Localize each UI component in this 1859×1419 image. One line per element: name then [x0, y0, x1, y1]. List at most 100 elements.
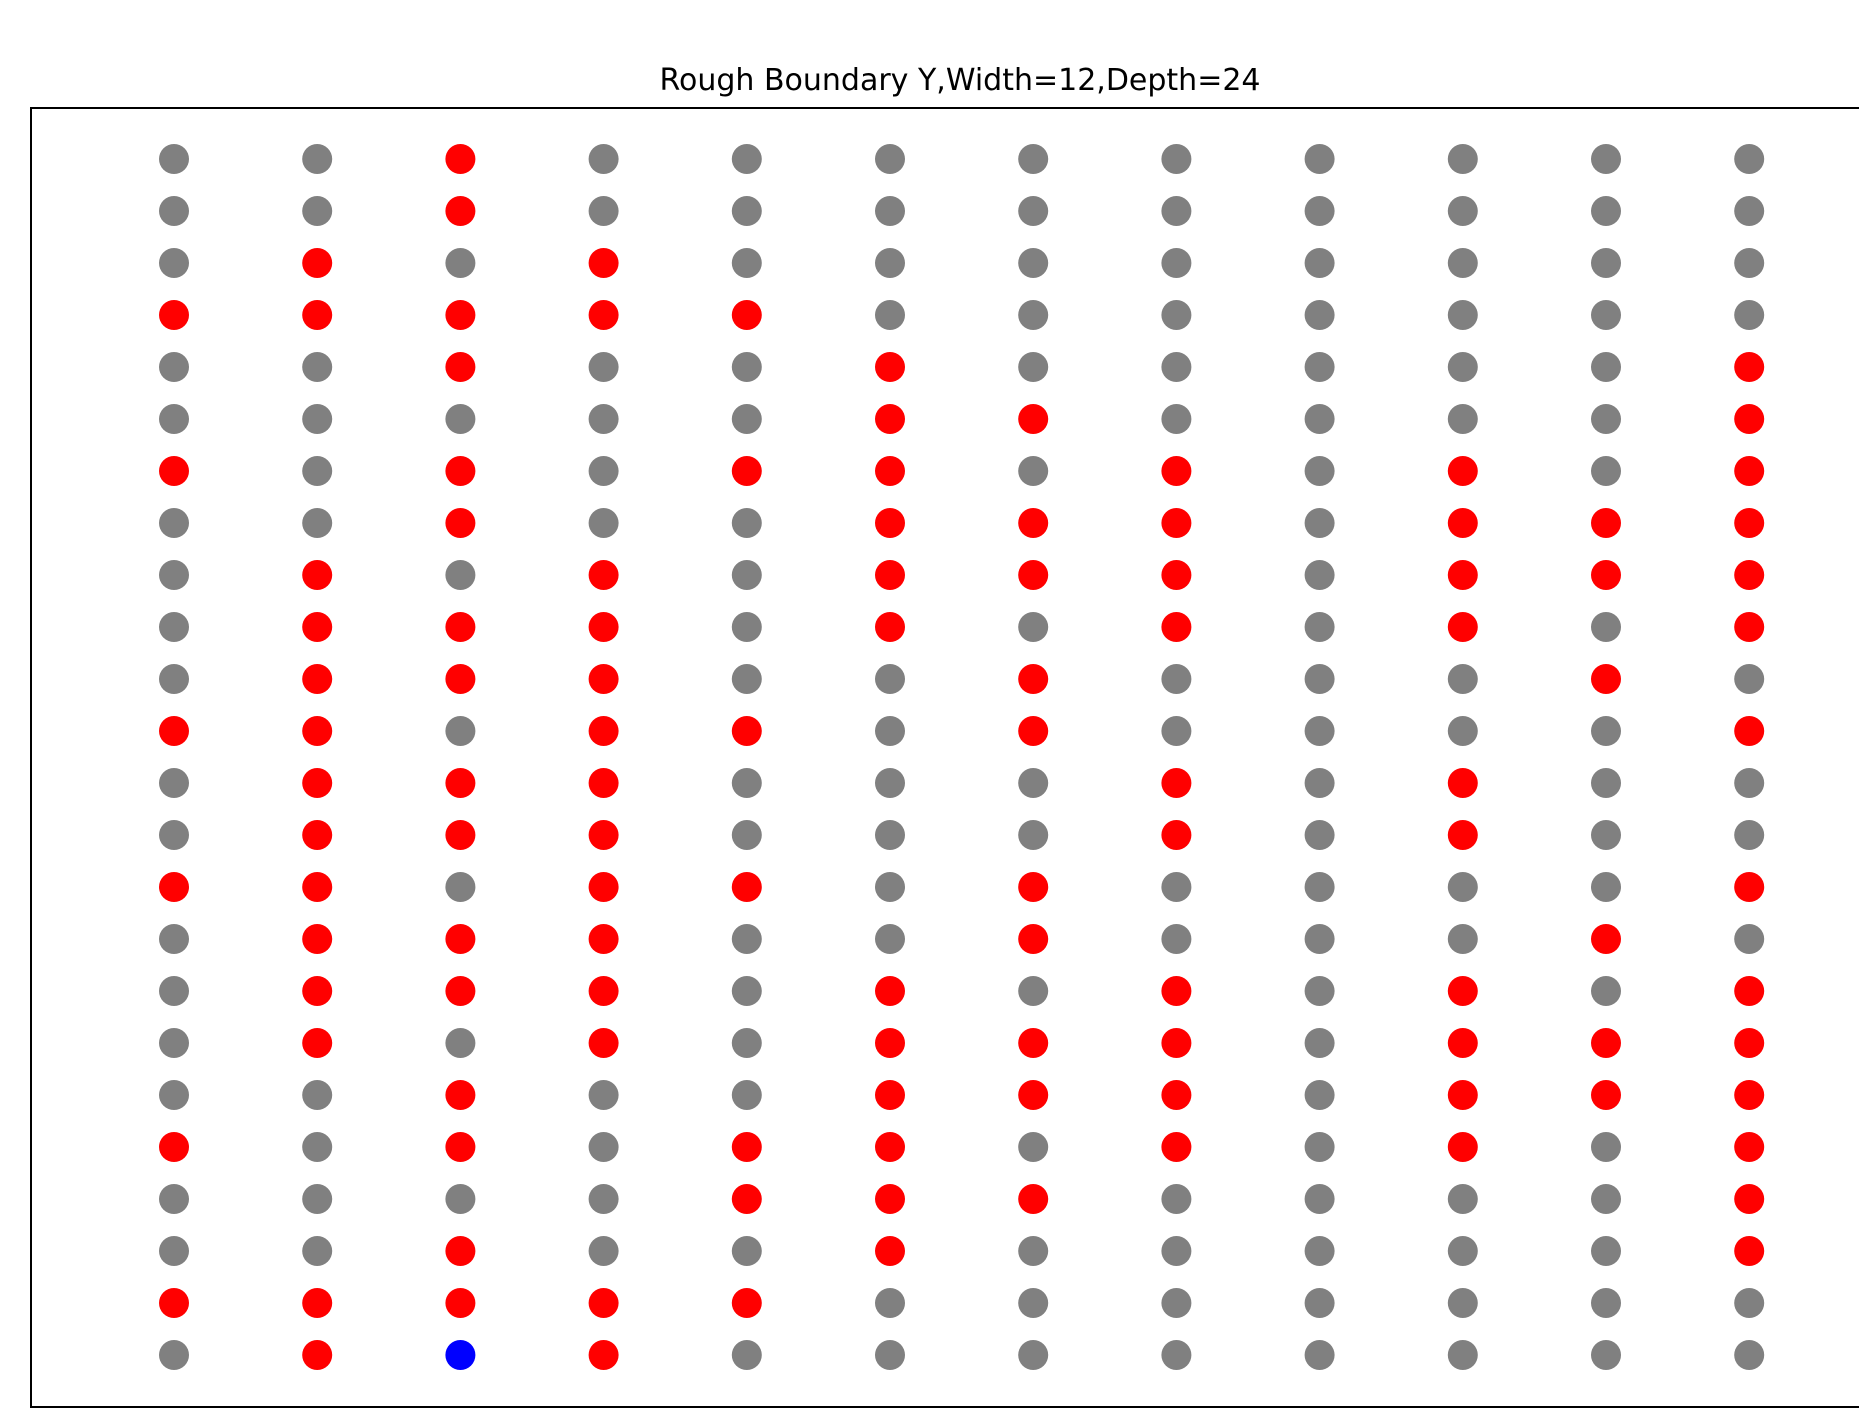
point-gray-r1-c9	[1304, 144, 1335, 174]
point-red-r13-c8	[1161, 768, 1192, 798]
point-red-r10-c10	[1447, 612, 1478, 642]
point-red-r20-c12	[1734, 1132, 1765, 1162]
point-gray-r19-c5	[731, 1080, 762, 1110]
point-gray-r18-c3	[445, 1028, 476, 1058]
point-red-r21-c12	[1734, 1184, 1765, 1214]
point-red-r18-c11	[1591, 1028, 1621, 1058]
point-gray-r2-c7	[1018, 196, 1049, 226]
point-gray-r3-c10	[1447, 248, 1478, 278]
point-gray-r9-c9	[1304, 560, 1335, 590]
point-gray-r22-c7	[1018, 1236, 1049, 1266]
point-gray-r5-c2	[302, 352, 333, 382]
point-gray-r5-c5	[731, 352, 762, 382]
point-red-r11-c11	[1591, 664, 1621, 694]
point-gray-r2-c4	[588, 196, 619, 226]
point-red-r16-c3	[445, 924, 476, 954]
point-gray-r11-c8	[1161, 664, 1192, 694]
point-gray-r23-c8	[1161, 1288, 1192, 1318]
point-gray-r5-c1	[159, 352, 189, 382]
point-gray-r13-c11	[1591, 768, 1621, 798]
point-gray-r21-c9	[1304, 1184, 1335, 1214]
point-gray-r6-c3	[445, 404, 476, 434]
point-gray-r22-c1	[159, 1236, 189, 1266]
point-gray-r10-c7	[1018, 612, 1049, 642]
point-gray-r4-c7	[1018, 300, 1049, 330]
point-gray-r8-c5	[731, 508, 762, 538]
point-gray-r19-c4	[588, 1080, 619, 1110]
point-gray-r3-c3	[445, 248, 476, 278]
point-red-r17-c12	[1734, 976, 1765, 1006]
point-red-r12-c2	[302, 716, 333, 746]
point-gray-r3-c7	[1018, 248, 1049, 278]
chart-title: Rough Boundary Y,Width=12,Depth=24	[659, 63, 1260, 98]
point-gray-r2-c9	[1304, 196, 1335, 226]
point-gray-r24-c5	[731, 1340, 762, 1370]
point-gray-r17-c7	[1018, 976, 1049, 1006]
point-red-r20-c10	[1447, 1132, 1478, 1162]
point-gray-r1-c1	[159, 144, 189, 174]
point-gray-r3-c1	[159, 248, 189, 278]
point-red-r13-c2	[302, 768, 333, 798]
point-red-r9-c11	[1591, 560, 1621, 590]
point-gray-r21-c4	[588, 1184, 619, 1214]
point-red-r18-c12	[1734, 1028, 1765, 1058]
point-red-r11-c2	[302, 664, 333, 694]
point-red-r14-c4	[588, 820, 619, 850]
point-red-r20-c1	[159, 1132, 189, 1162]
point-red-r10-c3	[445, 612, 476, 642]
point-red-r7-c5	[731, 456, 762, 486]
point-gray-r13-c12	[1734, 768, 1765, 798]
point-gray-r13-c5	[731, 768, 762, 798]
point-gray-r21-c3	[445, 1184, 476, 1214]
point-red-r19-c6	[875, 1080, 905, 1110]
point-gray-r7-c9	[1304, 456, 1335, 486]
point-gray-r17-c1	[159, 976, 189, 1006]
point-red-r6-c7	[1018, 404, 1049, 434]
point-gray-r18-c9	[1304, 1028, 1335, 1058]
point-red-r13-c3	[445, 768, 476, 798]
point-red-r14-c8	[1161, 820, 1192, 850]
point-red-r16-c7	[1018, 924, 1049, 954]
point-gray-r13-c7	[1018, 768, 1049, 798]
point-red-r24-c4	[588, 1340, 619, 1370]
scatter-points	[159, 144, 1765, 1370]
point-red-r5-c12	[1734, 352, 1765, 382]
point-gray-r7-c2	[302, 456, 333, 486]
point-red-r8-c6	[875, 508, 905, 538]
point-blue-r24-c3	[445, 1340, 476, 1370]
point-gray-r7-c11	[1591, 456, 1621, 486]
point-gray-r12-c11	[1591, 716, 1621, 746]
point-red-r14-c3	[445, 820, 476, 850]
point-gray-r23-c9	[1304, 1288, 1335, 1318]
point-red-r10-c12	[1734, 612, 1765, 642]
point-gray-r22-c5	[731, 1236, 762, 1266]
point-red-r12-c1	[159, 716, 189, 746]
point-red-r16-c11	[1591, 924, 1621, 954]
point-red-r9-c7	[1018, 560, 1049, 590]
point-gray-r22-c2	[302, 1236, 333, 1266]
point-gray-r14-c1	[159, 820, 189, 850]
point-gray-r11-c9	[1304, 664, 1335, 694]
point-red-r20-c3	[445, 1132, 476, 1162]
point-gray-r1-c2	[302, 144, 333, 174]
point-gray-r24-c1	[159, 1340, 189, 1370]
point-gray-r6-c2	[302, 404, 333, 434]
point-gray-r15-c6	[875, 872, 905, 902]
point-red-r9-c8	[1161, 560, 1192, 590]
point-gray-r16-c12	[1734, 924, 1765, 954]
point-red-r14-c2	[302, 820, 333, 850]
point-red-r6-c12	[1734, 404, 1765, 434]
point-red-r22-c12	[1734, 1236, 1765, 1266]
point-gray-r1-c11	[1591, 144, 1621, 174]
point-gray-r20-c7	[1018, 1132, 1049, 1162]
point-red-r7-c10	[1447, 456, 1478, 486]
point-gray-r23-c10	[1447, 1288, 1478, 1318]
point-gray-r11-c12	[1734, 664, 1765, 694]
point-gray-r18-c1	[159, 1028, 189, 1058]
point-gray-r24-c10	[1447, 1340, 1478, 1370]
point-gray-r10-c5	[731, 612, 762, 642]
point-red-r9-c12	[1734, 560, 1765, 590]
point-red-r15-c1	[159, 872, 189, 902]
point-red-r18-c8	[1161, 1028, 1192, 1058]
point-red-r14-c10	[1447, 820, 1478, 850]
